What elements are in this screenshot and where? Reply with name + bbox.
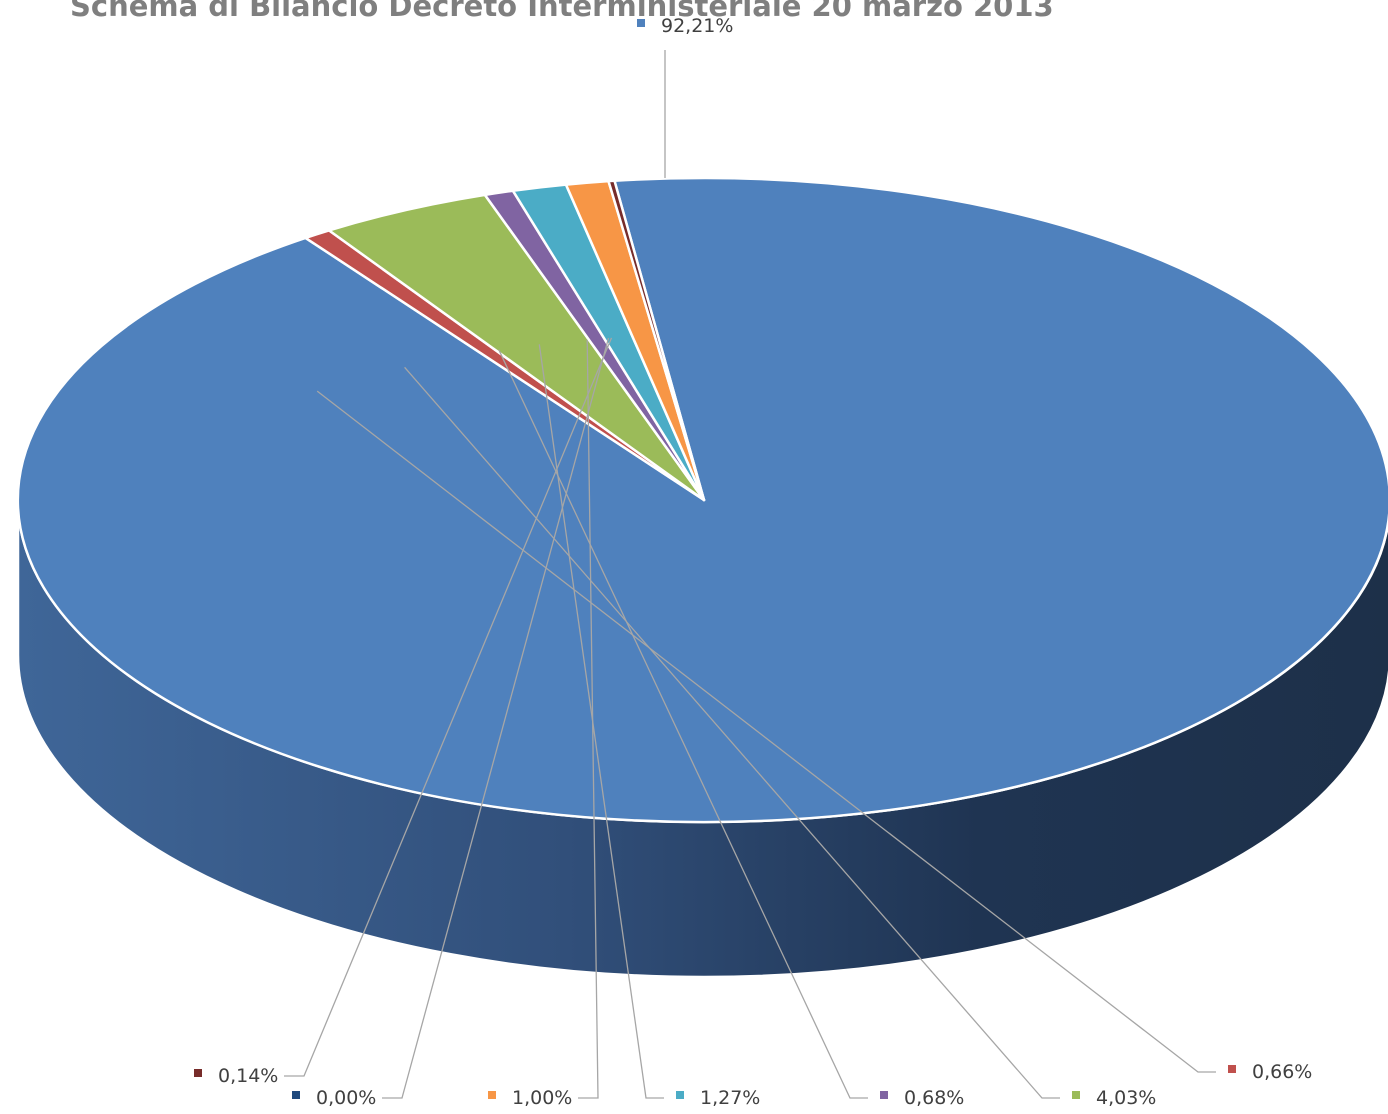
- leader-line-6: [382, 337, 610, 1099]
- leader-line-4: [538, 344, 664, 1099]
- label-marker-0: [637, 19, 645, 27]
- data-label-1: 0,66%: [1252, 1061, 1312, 1083]
- data-label-0: 92,21%: [661, 15, 733, 37]
- label-marker-3: [880, 1091, 888, 1099]
- data-label-3: 0,68%: [904, 1087, 964, 1109]
- data-labels: 92,21% 0,66% 4,03% 0,68% 1,27% 1,00% 0,00% 0,14…: [194, 15, 1312, 1109]
- pie-slice-7: [607, 179, 706, 502]
- data-label-2: 4,03%: [1096, 1087, 1156, 1109]
- leader-line-5: [578, 339, 599, 1099]
- label-marker-6: [292, 1091, 300, 1099]
- pie-top-faces: [16, 176, 1388, 824]
- chart-title: Schema di Bilancio Decreto Interminister…: [70, 0, 1054, 23]
- label-marker-2: [1072, 1091, 1080, 1099]
- data-label-6: 0,00%: [316, 1087, 376, 1109]
- data-label-7: 0,14%: [218, 1065, 278, 1087]
- label-marker-1: [1228, 1065, 1236, 1073]
- leader-line-2: [404, 366, 1060, 1099]
- label-marker-7: [194, 1069, 202, 1077]
- leader-line-7: [284, 337, 613, 1077]
- data-label-5: 1,00%: [512, 1087, 572, 1109]
- label-marker-5: [488, 1091, 496, 1099]
- leader-line-3: [498, 349, 868, 1099]
- label-marker-4: [676, 1091, 684, 1099]
- data-label-4: 1,27%: [700, 1087, 760, 1109]
- leader-lines: [284, 50, 1216, 1099]
- leader-line-1: [316, 390, 1216, 1073]
